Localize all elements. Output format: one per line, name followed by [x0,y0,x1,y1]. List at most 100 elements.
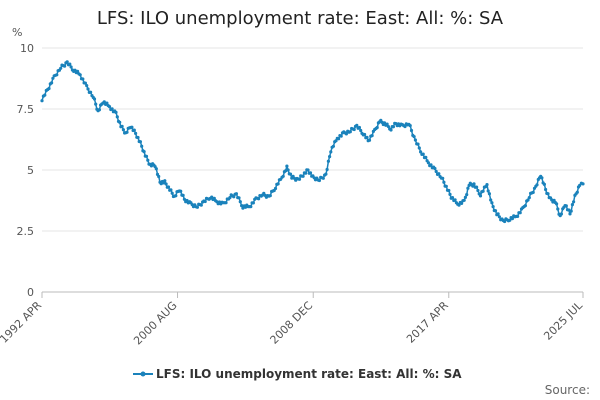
data-point [463,195,467,199]
data-point [457,203,461,207]
data-point [359,128,363,133]
y-tick-label: 5 [27,164,34,177]
data-point [416,142,420,146]
data-point [118,120,122,124]
data-point [50,81,54,85]
data-point [326,159,330,163]
data-point [497,215,501,219]
data-point [544,187,548,192]
data-point [240,204,244,208]
data-point [43,93,47,97]
data-point [212,196,216,200]
data-point [59,66,63,70]
data-point [570,203,575,207]
data-point [450,196,455,200]
data-point [195,205,199,209]
data-point [138,140,142,144]
data-point [382,121,387,125]
legend[interactable]: LFS: ILO unemployment rate: East: All: %… [133,367,462,381]
data-point [487,192,491,196]
data-point [421,152,425,156]
data-point [408,124,412,128]
data-point [437,172,441,176]
data-point [110,107,114,111]
series-line [41,61,584,223]
data-point [426,161,430,165]
data-point [485,183,489,187]
data-point [284,169,288,173]
y-tick-label: 0 [27,286,34,299]
data-point [329,150,333,154]
legend-label: LFS: ILO unemployment rate: East: All: %… [156,367,462,381]
x-tick-label: 2000 AUG [131,299,180,348]
data-point [47,86,51,91]
data-point [185,198,189,203]
data-point [546,192,550,196]
data-point [132,128,136,132]
data-point [297,177,302,181]
data-point [40,99,44,103]
data-point [409,128,414,133]
data-point [224,201,228,205]
data-point [419,150,423,154]
data-point [140,144,144,148]
data-point [169,188,173,192]
data-point [174,194,178,198]
data-point [321,176,325,180]
data-point [51,76,55,80]
y-tick-label: 10 [20,42,34,55]
data-point [490,201,494,205]
data-point [572,200,576,204]
data-point [344,132,348,136]
y-axis: 0 2.5 5 7.5 10 [17,42,35,299]
data-point [144,154,149,158]
data-point [76,69,80,73]
data-point [105,101,109,105]
data-point [567,208,571,212]
data-point [424,155,428,159]
data-point [85,84,89,88]
data-point [472,182,476,186]
data-point [365,135,369,139]
data-point [210,195,214,199]
data-point [403,125,407,129]
data-point [276,182,280,186]
data-point [179,189,183,193]
x-axis: 1992 APR 2000 AUG 2008 DEC 2017 APR 2025 JUL [0,292,586,347]
data-point [102,100,106,104]
data-point [134,131,138,135]
data-point [556,207,560,211]
data-point [257,197,261,201]
data-point [476,188,480,193]
legend-swatch-marker [140,371,146,377]
data-point [339,134,343,138]
data-point [496,212,500,216]
data-point [348,130,352,134]
data-point [489,198,493,202]
data-point [68,62,72,66]
data-point [324,172,328,176]
data-point [164,182,168,186]
data-point [92,97,97,101]
data-point [107,105,112,109]
data-point [568,212,572,216]
data-point [281,174,285,178]
data-point [526,198,530,202]
data-point [581,182,585,186]
data-point [83,81,87,85]
data-point [234,192,238,196]
data-point [564,204,568,208]
data-point [516,214,520,218]
data-point [493,209,498,213]
data-point [181,193,185,197]
data-point [481,189,485,193]
data-point [306,168,310,172]
data-point [352,127,356,132]
data-point [182,197,186,201]
data-point [355,123,359,127]
data-point [304,171,308,175]
grid-lines [42,47,583,293]
data-point [97,108,101,112]
data-point [268,194,272,198]
x-tick-label: 2025 JUL [541,298,585,342]
